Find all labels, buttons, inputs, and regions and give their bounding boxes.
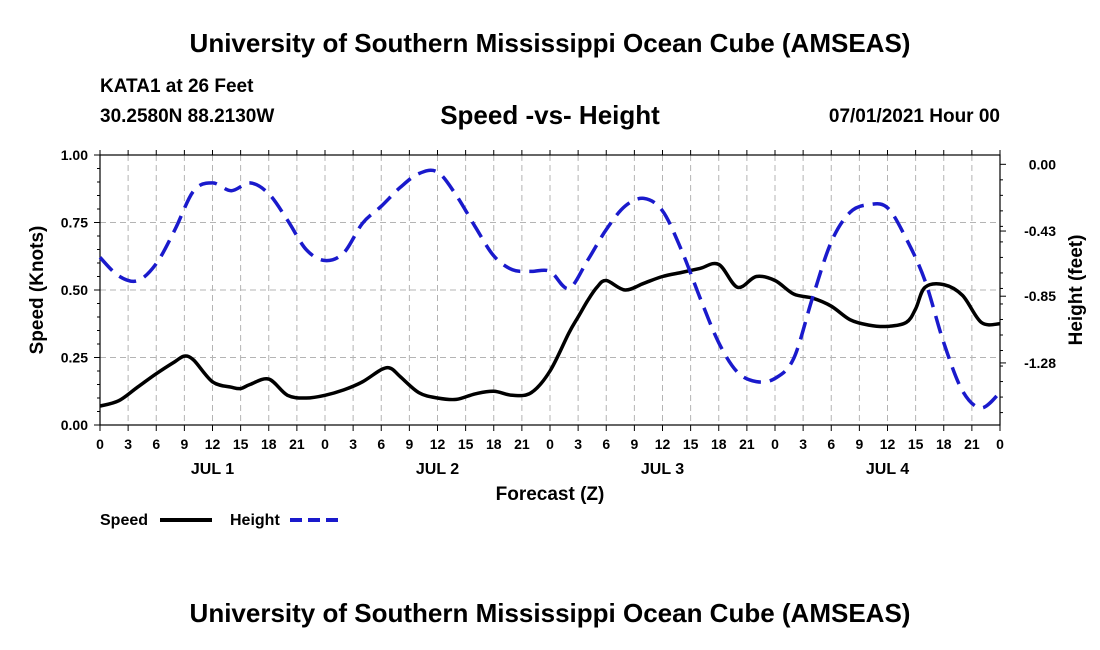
x-tick-label: 15 bbox=[233, 436, 249, 452]
y-tick-label: 0.25 bbox=[61, 350, 88, 366]
legend: Speed Height bbox=[100, 512, 342, 529]
legend-speed-label: Speed bbox=[100, 512, 148, 529]
x-tick-label: 21 bbox=[964, 436, 980, 452]
x-tick-label: 21 bbox=[739, 436, 755, 452]
x-tick-label: 6 bbox=[602, 436, 610, 452]
day-label: JUL 2 bbox=[416, 461, 459, 478]
station-label: KATA1 at 26 Feet bbox=[100, 76, 254, 97]
legend-height-label: Height bbox=[230, 512, 280, 529]
grid bbox=[100, 155, 1000, 425]
x-tick-label: 6 bbox=[827, 436, 835, 452]
footer-title: University of Southern Mississippi Ocean… bbox=[189, 598, 911, 628]
x-tick-label: 9 bbox=[405, 436, 413, 452]
x-tick-label: 12 bbox=[655, 436, 671, 452]
x-tick-label: 21 bbox=[514, 436, 530, 452]
y2-tick-label: -0.85 bbox=[1024, 288, 1056, 304]
x-tick-label: 12 bbox=[880, 436, 896, 452]
y2-tick-label: 0.00 bbox=[1029, 156, 1056, 172]
height-series-line bbox=[98, 168, 1002, 410]
y-tick-label: 0.00 bbox=[61, 417, 88, 433]
x-tick-label: 0 bbox=[771, 436, 779, 452]
x-tick-label: 0 bbox=[996, 436, 1004, 452]
axes: 0 3 6 9 12 15 18 21 0 3 6 9 12 15 18 21 0 3 6 9 12 15 18 21 0 3 6 9… bbox=[61, 147, 1056, 478]
x-tick-label: 18 bbox=[486, 436, 502, 452]
x-tick-label: 21 bbox=[289, 436, 305, 452]
y-tick-label: 1.00 bbox=[61, 147, 88, 163]
x-tick-label: 9 bbox=[855, 436, 863, 452]
x-tick-label: 0 bbox=[321, 436, 329, 452]
y-tick-label: 0.75 bbox=[61, 215, 88, 231]
x-tick-label: 9 bbox=[630, 436, 638, 452]
x-tick-label: 18 bbox=[261, 436, 277, 452]
date-label: 07/01/2021 Hour 00 bbox=[828, 106, 1000, 127]
x-tick-label: 6 bbox=[152, 436, 160, 452]
coordinates-label: 30.2580N 88.2130W bbox=[100, 106, 275, 127]
day-label: JUL 1 bbox=[191, 461, 234, 478]
x-tick-label: 6 bbox=[377, 436, 385, 452]
day-label: JUL 4 bbox=[866, 461, 909, 478]
y-axis-label: Speed (Knots) bbox=[27, 226, 48, 355]
x-tick-label: 15 bbox=[683, 436, 699, 452]
chart-title: University of Southern Mississippi Ocean… bbox=[189, 28, 911, 58]
x-tick-label: 3 bbox=[799, 436, 807, 452]
x-tick-label: 9 bbox=[180, 436, 188, 452]
x-tick-label: 0 bbox=[96, 436, 104, 452]
x-tick-label: 3 bbox=[574, 436, 582, 452]
speed-series-line bbox=[99, 261, 1001, 408]
series bbox=[98, 168, 1002, 410]
y-tick-label: 0.50 bbox=[61, 282, 88, 298]
x-tick-label: 18 bbox=[711, 436, 727, 452]
y2-tick-label: -0.43 bbox=[1024, 223, 1056, 239]
x-tick-label: 18 bbox=[936, 436, 952, 452]
day-label: JUL 3 bbox=[641, 461, 684, 478]
x-tick-label: 12 bbox=[205, 436, 221, 452]
x-axis-label: Forecast (Z) bbox=[496, 484, 605, 505]
x-tick-label: 3 bbox=[124, 436, 132, 452]
plot-title: Speed -vs- Height bbox=[440, 100, 660, 130]
x-tick-label: 15 bbox=[908, 436, 924, 452]
x-tick-label: 15 bbox=[458, 436, 474, 452]
y2-tick-label: -1.28 bbox=[1024, 355, 1056, 371]
x-tick-label: 0 bbox=[546, 436, 554, 452]
y2-axis-label: Height (feet) bbox=[1066, 235, 1087, 346]
x-tick-label: 3 bbox=[349, 436, 357, 452]
x-tick-label: 12 bbox=[430, 436, 446, 452]
